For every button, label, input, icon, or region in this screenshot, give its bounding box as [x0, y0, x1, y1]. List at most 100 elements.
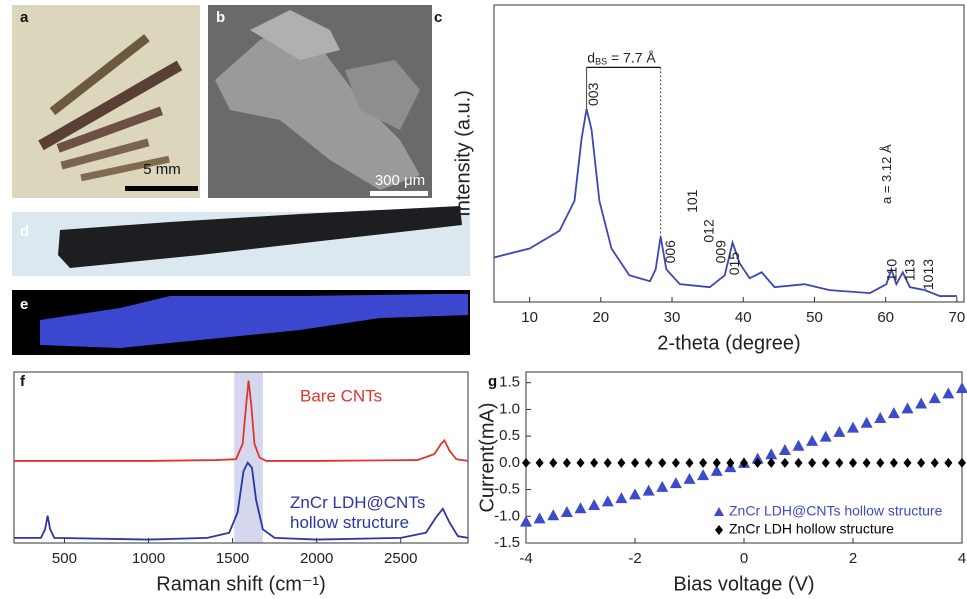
line-series	[493, 108, 957, 297]
x-tick-label: 2000	[300, 550, 333, 567]
panel-label: g	[488, 373, 497, 390]
marker	[930, 457, 939, 468]
x-tick-label: 0	[740, 550, 748, 567]
marker	[917, 457, 926, 468]
x-tick-label: 4	[958, 550, 966, 567]
y-tick-label: 1.5	[499, 374, 520, 391]
x-tick-label: 1500	[216, 550, 249, 567]
sem-b	[208, 5, 432, 198]
marker	[642, 484, 655, 496]
x-tick-label: 2500	[384, 550, 417, 567]
annotation-part: = 7.7 Å	[607, 49, 656, 65]
x-tick-label: -4	[519, 550, 532, 567]
y-tick-label: -1.0	[494, 507, 520, 524]
image-d	[12, 206, 470, 276]
marker	[821, 457, 830, 468]
scale-bar-label: 5 mm	[143, 161, 181, 178]
series-label: Bare CNTs	[300, 386, 382, 405]
peak-label: 012	[700, 219, 716, 243]
legend-marker	[715, 525, 723, 535]
x-axis-title: Bias voltage (V)	[673, 573, 814, 595]
marker	[833, 425, 846, 437]
marker	[778, 444, 791, 456]
image-e	[12, 290, 470, 355]
peak-label: 015	[726, 252, 742, 276]
marker	[601, 495, 614, 507]
legend-label: ZnCr LDH hollow structure	[729, 521, 894, 537]
legend-marker	[714, 507, 724, 516]
marker	[792, 439, 805, 451]
panel-label: c	[434, 9, 442, 26]
photo-a	[12, 5, 200, 198]
y-axis-title: Current(mA)	[476, 402, 498, 512]
annotation-part: d	[587, 49, 595, 65]
marker	[547, 509, 560, 521]
marker	[560, 506, 573, 518]
x-tick-label: 2	[849, 550, 857, 567]
x-tick-label: 500	[52, 550, 77, 567]
annotation-part: a = 3.12 Å	[879, 144, 894, 204]
marker	[699, 457, 708, 468]
marker	[819, 430, 832, 442]
marker	[671, 457, 680, 468]
legend-label: ZnCr LDH@CNTs hollow structure	[729, 503, 943, 519]
x-axis-title: Raman shift (cm⁻¹)	[156, 573, 325, 595]
y-tick-label: -0.5	[494, 481, 520, 498]
marker	[615, 492, 628, 504]
plot-frame	[13, 371, 469, 544]
x-tick-label: 40	[735, 309, 752, 326]
plot-frame	[493, 4, 965, 303]
peak-label: 110	[883, 259, 899, 282]
marker	[794, 457, 803, 468]
annotation-part: BS	[595, 57, 607, 67]
marker	[887, 407, 900, 419]
marker	[644, 457, 653, 468]
peak-label: 101	[684, 189, 700, 213]
marker	[520, 515, 532, 527]
marker	[835, 457, 844, 468]
x-tick-label: 30	[664, 309, 681, 326]
line-series	[14, 460, 469, 541]
marker	[903, 457, 912, 468]
marker	[860, 416, 873, 428]
marker	[590, 457, 599, 468]
marker	[712, 457, 721, 468]
marker	[669, 477, 682, 489]
panel-label: a	[20, 9, 29, 26]
y-axis-title: Intensity (a.u.)	[452, 90, 474, 217]
marker	[767, 457, 776, 468]
x-tick-label: 20	[592, 309, 609, 326]
panel-label: d	[20, 223, 29, 240]
line-series	[14, 380, 469, 462]
x-tick-label: 10	[521, 309, 538, 326]
marker	[726, 457, 735, 468]
peak-label: 006	[662, 240, 678, 264]
marker	[862, 457, 871, 468]
panel-label: e	[20, 296, 28, 313]
marker	[685, 457, 694, 468]
marker	[915, 397, 928, 409]
peak-label: 003	[585, 82, 601, 106]
marker	[683, 472, 696, 484]
marker	[765, 448, 778, 460]
annotation: a = 3.12 Å	[879, 144, 894, 204]
marker	[847, 421, 859, 433]
legend-label: ZnCr LDH@CNTs hollow structure	[290, 493, 426, 532]
marker	[588, 499, 601, 511]
marker	[808, 457, 817, 468]
marker	[522, 457, 530, 468]
marker	[958, 457, 966, 468]
marker	[944, 457, 953, 468]
x-tick-label: -2	[628, 550, 641, 567]
highlight-band	[234, 372, 263, 543]
marker	[753, 457, 762, 468]
x-tick-label: 50	[806, 309, 823, 326]
marker	[901, 402, 914, 414]
marker	[617, 457, 626, 468]
marker	[956, 382, 967, 394]
marker	[806, 434, 819, 446]
marker	[535, 457, 544, 468]
annotation: dBS = 7.7 Å	[587, 49, 656, 67]
